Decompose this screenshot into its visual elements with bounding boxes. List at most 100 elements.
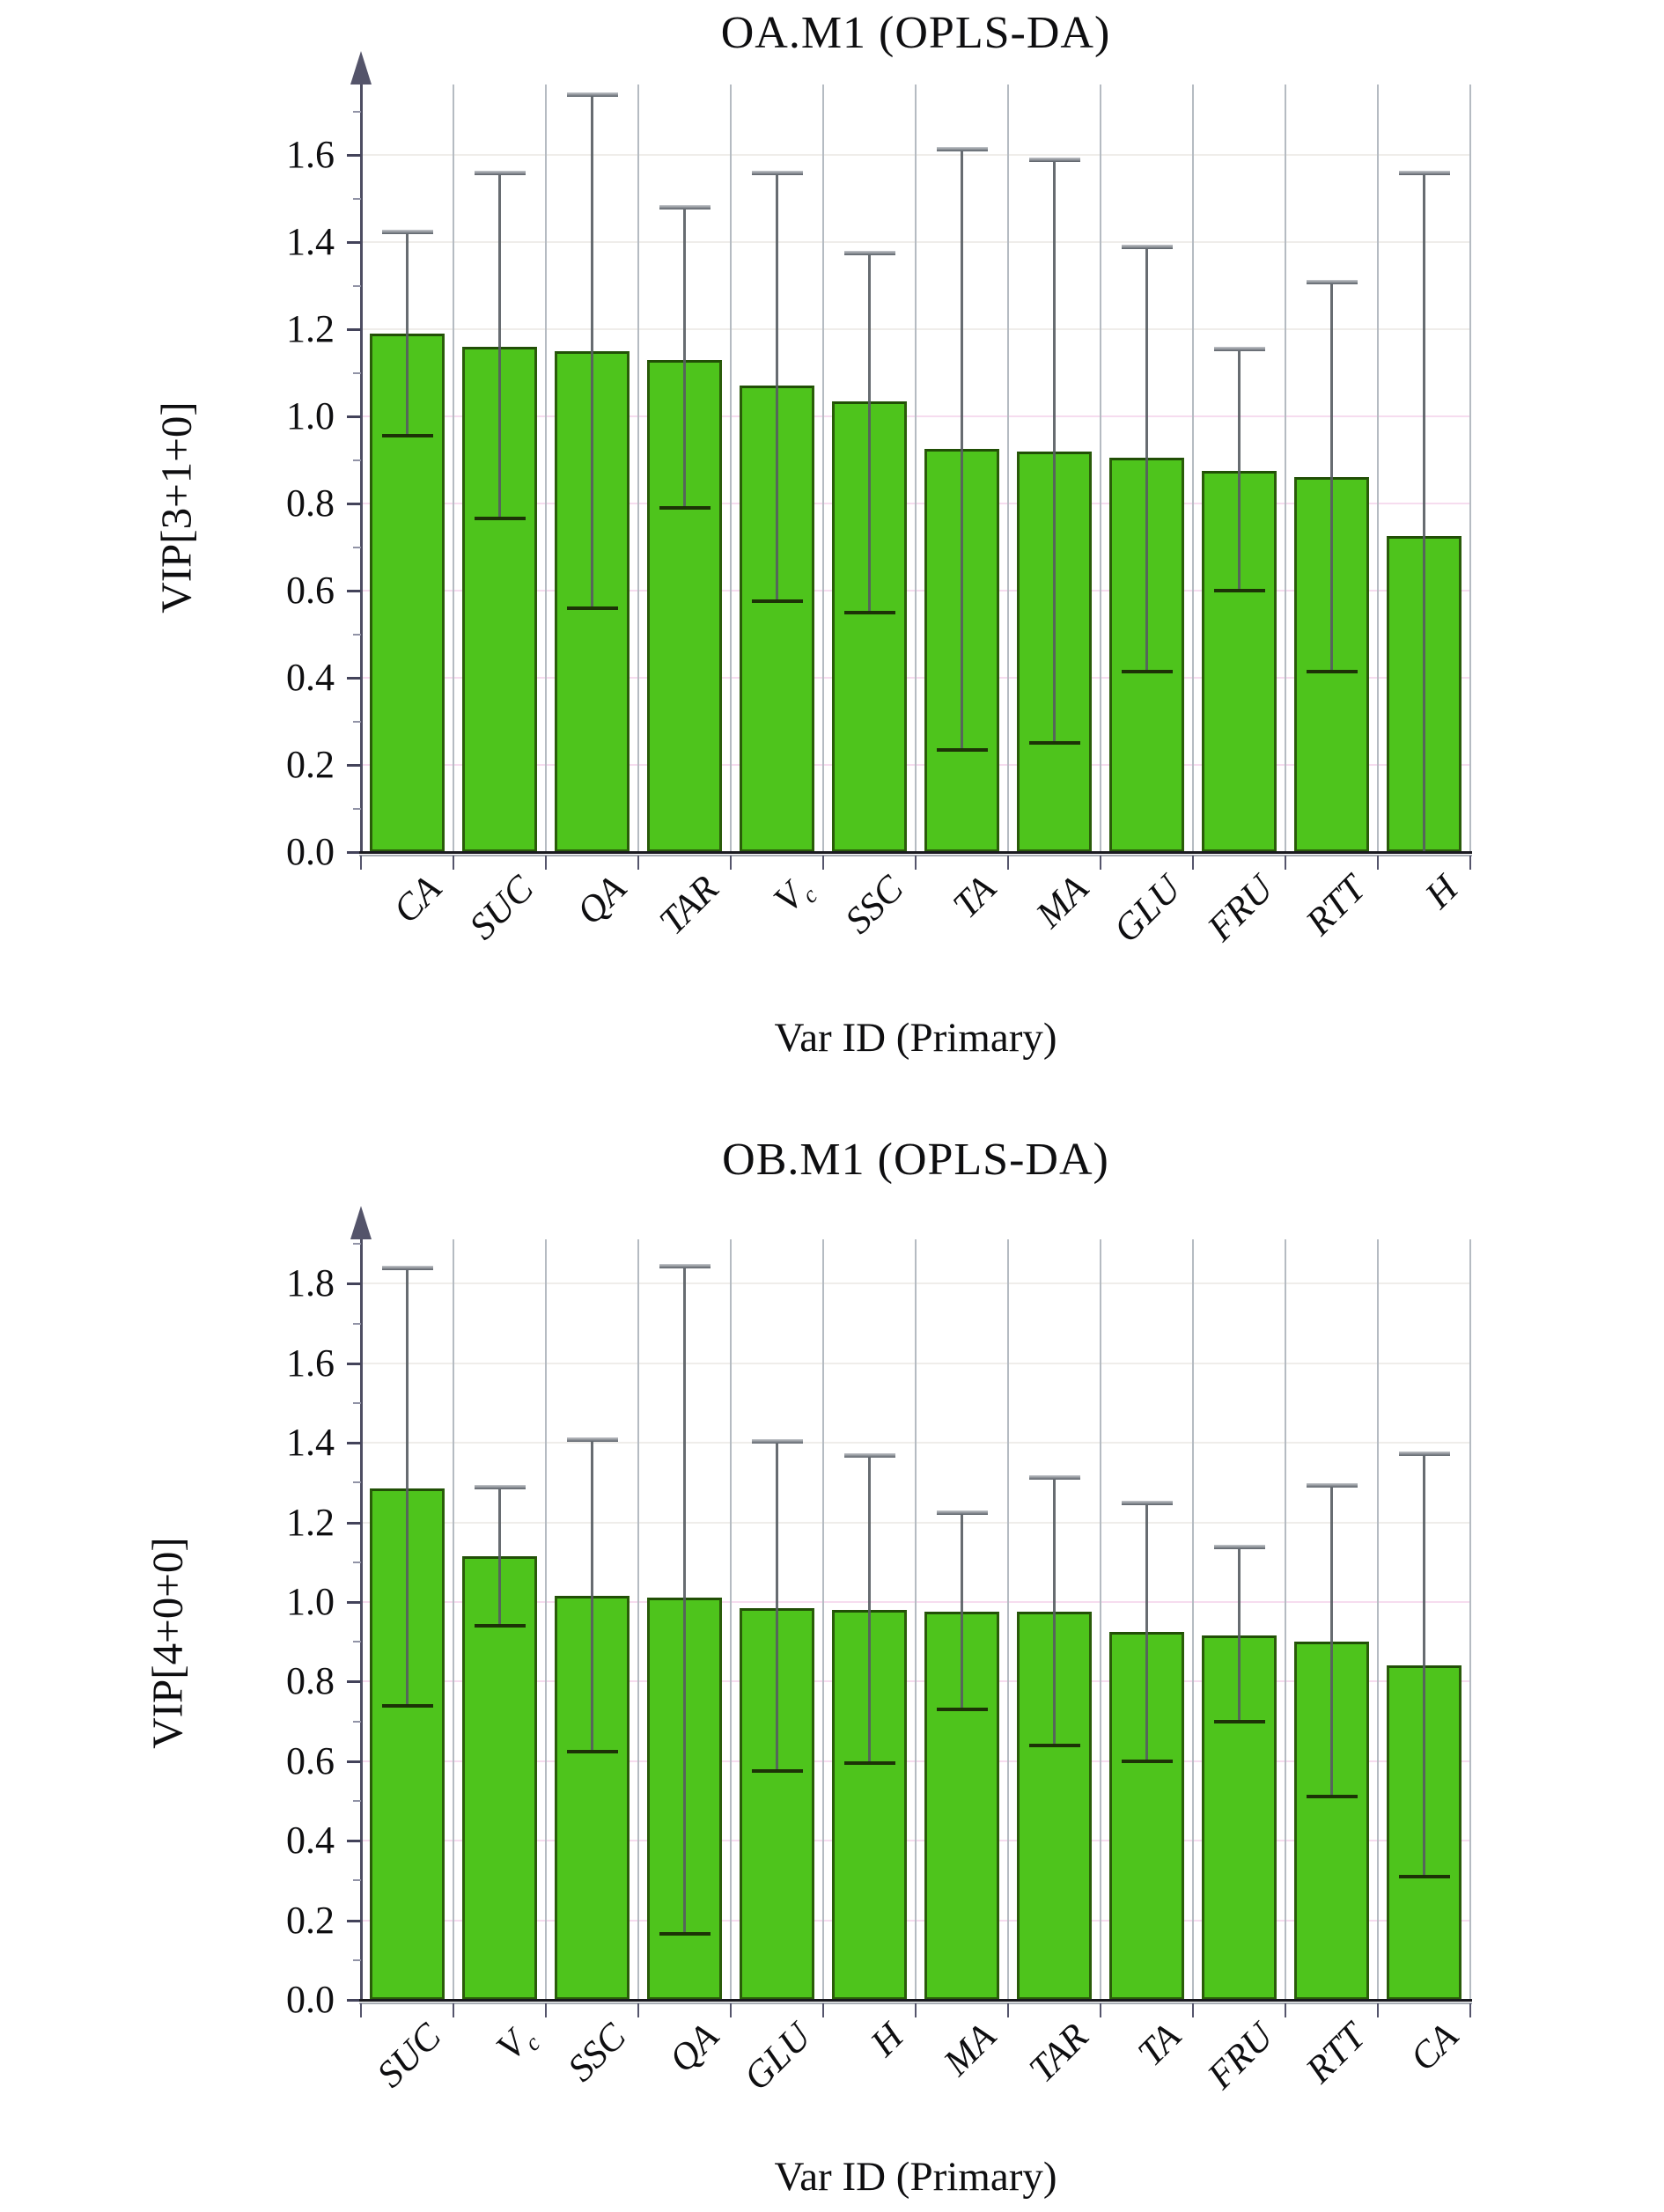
v-gridline <box>915 85 917 852</box>
x-tick <box>915 2003 917 2017</box>
y-tick-major <box>347 1362 361 1365</box>
error-bar-cap-bottom <box>566 606 618 610</box>
v-gridline <box>730 1239 732 2000</box>
error-bar-cap-top <box>381 229 433 234</box>
x-axis <box>359 851 1472 854</box>
y-tick-label: 0.8 <box>286 481 335 525</box>
v-gridline <box>915 1239 917 2000</box>
error-bar-line <box>776 172 778 602</box>
error-bar-line <box>1423 1452 1425 1877</box>
y-tick-minor <box>353 110 361 113</box>
y-tick-label: 0.2 <box>286 1898 335 1942</box>
x-tick <box>1469 856 1471 870</box>
y-tick-minor <box>353 1641 361 1643</box>
error-bar-cap-bottom <box>843 1761 895 1766</box>
v-gridline <box>1285 1239 1286 2000</box>
v-gridline <box>1469 85 1471 852</box>
error-bar-cap-bottom <box>843 610 895 614</box>
error-bar-cap-top <box>381 1266 433 1271</box>
error-bar-cap-top <box>474 170 526 175</box>
error-bar-cap-bottom <box>566 1749 618 1753</box>
y-tick-minor <box>353 633 361 636</box>
v-gridline <box>1192 85 1194 852</box>
y-tick-major <box>347 1442 361 1445</box>
error-bar-cap-top <box>1028 1474 1080 1480</box>
y-tick-major <box>347 764 361 767</box>
x-tick <box>1100 2003 1101 2017</box>
error-bar-cap-top <box>1213 347 1265 352</box>
error-bar-cap-top <box>1398 170 1450 175</box>
y-tick-label: 1.0 <box>286 1580 335 1623</box>
v-gridline <box>1377 85 1379 852</box>
y-tick-minor <box>353 546 361 548</box>
error-bar-cap-top <box>659 1264 711 1269</box>
v-gridline <box>637 85 639 852</box>
x-tick <box>1377 2003 1379 2017</box>
error-bar-line <box>1145 246 1148 672</box>
x-tick <box>1377 856 1379 870</box>
y-tick-label: 0.4 <box>286 1819 335 1863</box>
error-bar-line <box>961 1512 963 1710</box>
y-tick-major <box>347 1840 361 1843</box>
v-gridline <box>1100 85 1101 852</box>
y-tick-minor <box>353 197 361 200</box>
error-bar-line <box>1145 1503 1148 1761</box>
y-tick-major <box>347 1601 361 1604</box>
error-bar-cap-top <box>936 146 988 151</box>
x-tick <box>730 856 732 870</box>
y-tick-label: 0.6 <box>286 1738 335 1782</box>
x-tick <box>545 2003 547 2017</box>
error-bar-cap-bottom <box>1306 669 1358 673</box>
x-tick <box>1100 856 1101 870</box>
y-tick-major <box>347 677 361 680</box>
y-tick-label: 0.6 <box>286 569 335 612</box>
y-tick-label: 0.8 <box>286 1659 335 1703</box>
v-gridline <box>453 1239 454 2000</box>
error-bar-line <box>1053 158 1056 744</box>
x-tick <box>360 856 362 870</box>
bar-MA <box>924 1612 999 2000</box>
error-bar-line <box>498 1486 501 1627</box>
v-gridline <box>1007 85 1009 852</box>
x-tick <box>637 856 639 870</box>
error-bar-line <box>1330 1484 1333 1797</box>
x-tick <box>822 2003 824 2017</box>
y-tick-minor <box>353 1481 361 1484</box>
bar-Vc <box>462 1556 537 2000</box>
bottom-chart-x-axis-title: Var ID (Primary) <box>774 2154 1057 2200</box>
error-bar-cap-bottom <box>1213 1719 1265 1723</box>
error-bar-line <box>591 93 593 608</box>
error-bar-cap-bottom <box>474 1624 526 1628</box>
y-tick-minor <box>353 807 361 810</box>
error-bar-cap-top <box>1306 279 1358 284</box>
error-bar-cap-top <box>1306 1482 1358 1488</box>
error-bar-cap-bottom <box>659 1932 711 1936</box>
error-bar-line <box>868 1454 871 1764</box>
y-tick-major <box>347 154 361 157</box>
error-bar-cap-bottom <box>936 747 988 752</box>
v-gridline <box>453 85 454 852</box>
error-bar-line <box>498 172 501 519</box>
y-tick-minor <box>353 1958 361 1961</box>
y-tick-major <box>347 851 361 854</box>
y-tick-label: 1.8 <box>286 1261 335 1305</box>
x-tick <box>1285 2003 1286 2017</box>
x-tick <box>730 2003 732 2017</box>
error-bar-cap-top <box>936 1510 988 1516</box>
top-chart-x-axis-title: Var ID (Primary) <box>774 1015 1057 1061</box>
error-bar-cap-bottom <box>381 1703 433 1708</box>
error-bar-line <box>868 253 871 613</box>
v-gridline <box>1285 85 1286 852</box>
x-tick <box>1007 856 1009 870</box>
v-gridline <box>1007 1239 1009 2000</box>
y-tick-major <box>347 1999 361 2002</box>
error-bar-line <box>683 1266 686 1935</box>
v-gridline <box>545 85 547 852</box>
error-bar-line <box>1053 1476 1056 1745</box>
error-bar-line <box>591 1438 593 1752</box>
error-bar-cap-bottom <box>1121 1759 1173 1763</box>
error-bar-cap-bottom <box>1398 1874 1450 1878</box>
y-tick-minor <box>353 1561 361 1563</box>
